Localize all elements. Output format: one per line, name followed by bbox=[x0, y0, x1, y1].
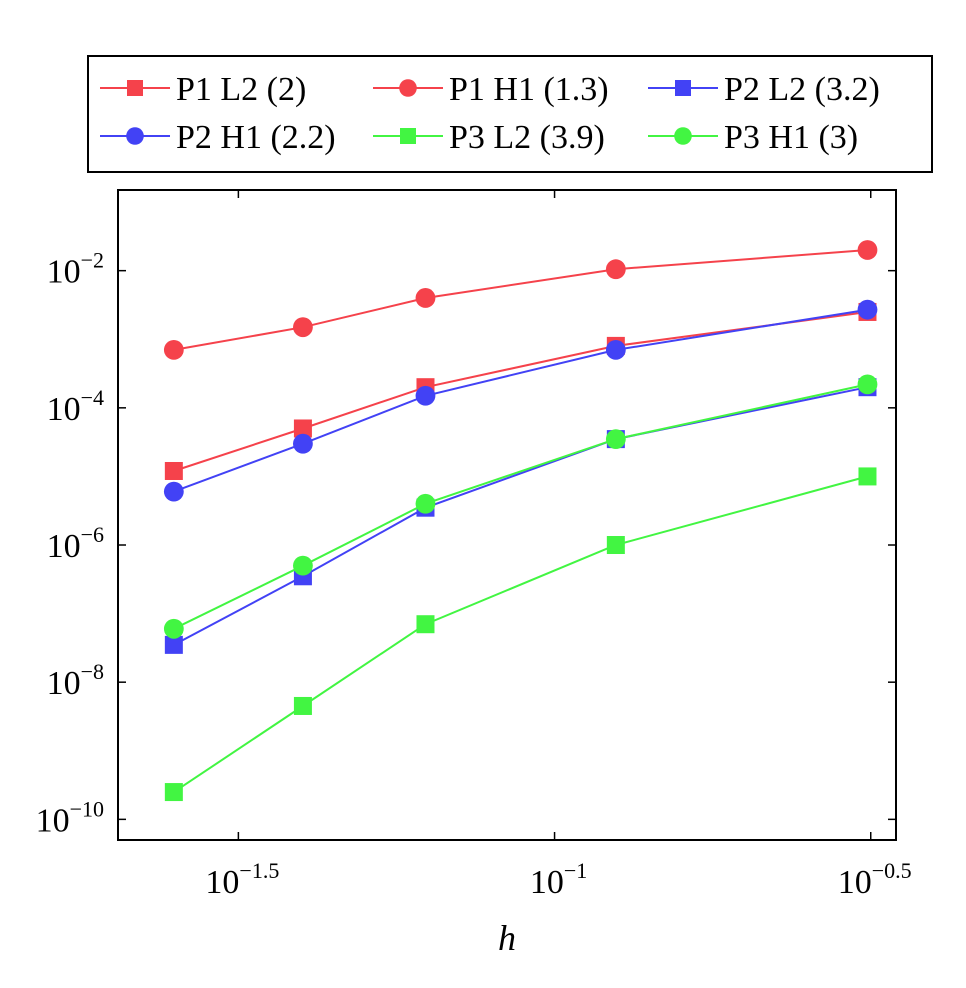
legend-entry: P2 H1 (2.2) bbox=[100, 119, 336, 156]
legend-label: P2 L2 (3.2) bbox=[724, 71, 880, 108]
data-point bbox=[163, 618, 184, 639]
data-point bbox=[857, 299, 878, 320]
y-tick-label-base: 10 bbox=[47, 254, 81, 291]
data-point bbox=[293, 317, 313, 338]
x-tick-label-base: 10 bbox=[205, 864, 239, 901]
y-tick-label: 10−2 bbox=[47, 248, 104, 291]
y-tick-label-base: 10 bbox=[47, 528, 81, 565]
y-tick-label: 10−4 bbox=[47, 385, 104, 428]
x-axis-label: h bbox=[498, 918, 516, 958]
legend-marker bbox=[674, 127, 692, 145]
data-point bbox=[293, 419, 312, 438]
series-line bbox=[173, 386, 868, 646]
y-tick-label-exponent: −4 bbox=[81, 385, 104, 410]
y-tick-label-exponent: −2 bbox=[81, 248, 104, 273]
y-tick-label: 10−10 bbox=[36, 796, 104, 839]
data-point bbox=[415, 493, 436, 514]
series-layer bbox=[163, 240, 878, 802]
series-p3-h1 bbox=[163, 374, 878, 639]
y-tick-label-exponent: −10 bbox=[70, 796, 104, 821]
data-point bbox=[164, 635, 183, 654]
series-p1-l2 bbox=[164, 302, 877, 480]
series-line bbox=[173, 308, 868, 493]
series-line bbox=[173, 475, 868, 793]
legend-label: P1 H1 (1.3) bbox=[449, 71, 609, 108]
y-tick-label: 10−6 bbox=[47, 522, 104, 565]
y-tick-label-exponent: −6 bbox=[81, 522, 104, 547]
legend-label: P2 H1 (2.2) bbox=[176, 119, 336, 156]
legend-marker bbox=[126, 127, 144, 145]
data-point bbox=[605, 339, 626, 360]
data-point bbox=[605, 259, 626, 280]
y-tick-label: 10−8 bbox=[47, 659, 104, 702]
x-tick-label: 10−1.5 bbox=[205, 858, 279, 901]
data-point bbox=[164, 461, 183, 480]
legend-label: P3 L2 (3.9) bbox=[449, 119, 605, 156]
legend-marker bbox=[399, 79, 417, 97]
series-p2-l2 bbox=[164, 378, 877, 654]
legend-marker bbox=[675, 80, 691, 96]
legend-entry: P1 H1 (1.3) bbox=[373, 71, 609, 108]
x-tick-label-base: 10 bbox=[530, 864, 564, 901]
series-p1-h1 bbox=[163, 240, 878, 360]
axis-ticks: 10−1.5 10−1 10−0.510−210−410−610−810−10 bbox=[36, 190, 912, 901]
series-line bbox=[173, 249, 868, 351]
data-point bbox=[416, 615, 435, 634]
data-point bbox=[293, 696, 312, 715]
x-tick-label-exponent: −0.5 bbox=[872, 858, 912, 883]
x-tick-label: 10−1 bbox=[530, 858, 587, 901]
series-line bbox=[173, 383, 868, 630]
data-point bbox=[163, 481, 184, 502]
legend-label: P1 L2 (2) bbox=[176, 71, 306, 108]
data-point bbox=[606, 536, 625, 555]
legend: P1 L2 (2) P1 H1 (1.3) P2 L2 (3.2) P2 H1 (2.… bbox=[87, 55, 933, 173]
data-point bbox=[163, 339, 184, 360]
x-tick-label-base: 10 bbox=[838, 864, 872, 901]
legend-entry: P3 H1 (3) bbox=[648, 119, 858, 156]
x-tick-label: 10−0.5 bbox=[838, 858, 912, 901]
data-point bbox=[293, 433, 313, 454]
data-point bbox=[857, 374, 878, 395]
data-point bbox=[858, 467, 877, 486]
x-tick-label-exponent: −1.5 bbox=[239, 858, 279, 883]
data-point bbox=[415, 385, 436, 406]
data-point bbox=[415, 288, 436, 308]
data-point bbox=[293, 555, 313, 576]
legend-label: P3 H1 (3) bbox=[724, 119, 858, 156]
legend-entry: P3 L2 (3.9) bbox=[373, 119, 605, 156]
series-line bbox=[173, 311, 868, 472]
data-point bbox=[164, 783, 183, 802]
legend-marker bbox=[400, 128, 416, 144]
data-point bbox=[857, 240, 878, 260]
y-tick-label-base: 10 bbox=[36, 802, 70, 839]
series-p2-h1 bbox=[163, 299, 878, 502]
legend-entry: P2 L2 (3.2) bbox=[648, 71, 880, 108]
series-p3-l2 bbox=[164, 467, 877, 802]
y-tick-label-exponent: −8 bbox=[81, 659, 104, 684]
y-tick-label-base: 10 bbox=[47, 665, 81, 702]
y-tick-label-base: 10 bbox=[47, 391, 81, 428]
x-tick-label-exponent: −1 bbox=[564, 858, 587, 883]
legend-marker bbox=[127, 80, 143, 96]
data-point bbox=[605, 429, 626, 450]
legend-entry: P1 L2 (2) bbox=[100, 71, 306, 108]
plot-frame bbox=[117, 189, 897, 841]
legend-box bbox=[87, 55, 933, 173]
